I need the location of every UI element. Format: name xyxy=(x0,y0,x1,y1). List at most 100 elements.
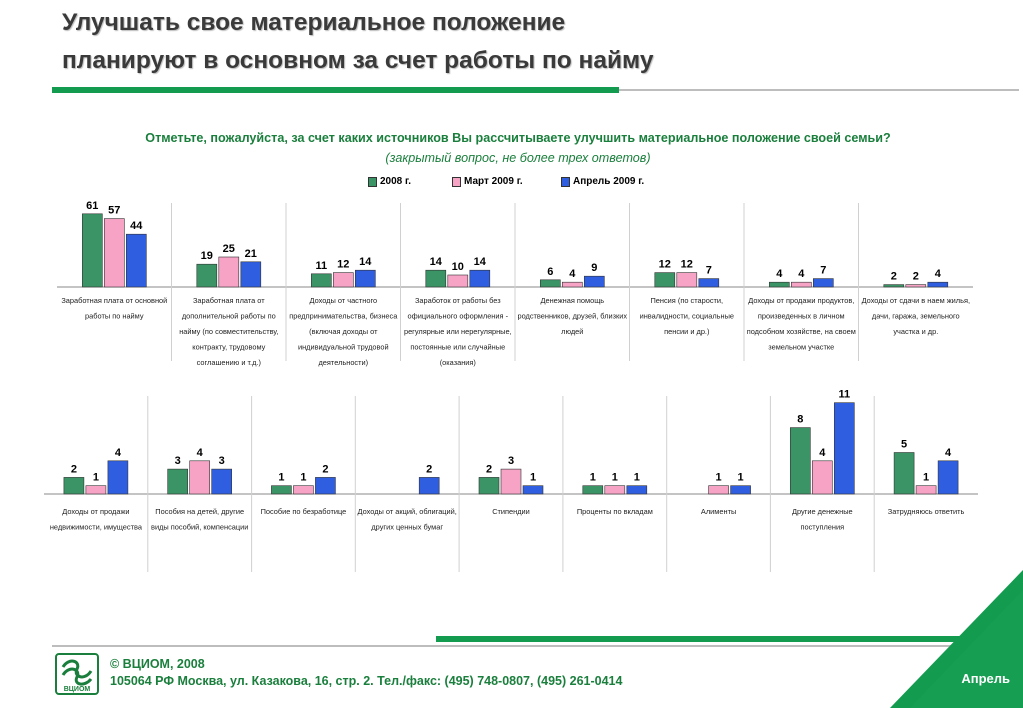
bar-value-label: 21 xyxy=(245,248,257,260)
bar-value-label: 4 xyxy=(569,268,576,280)
bar xyxy=(418,477,440,495)
bar xyxy=(469,269,491,288)
legend-item-march-2009: Март 2009 г. xyxy=(452,176,523,187)
bar xyxy=(893,452,915,495)
vciom-logo-icon: ВЦИОМ xyxy=(55,653,99,695)
page-title-line1: Улучшать свое материальное положение xyxy=(62,9,566,36)
bar-value-label: 1 xyxy=(590,472,596,484)
category-label: найму (по совместительству, xyxy=(179,327,278,336)
category-label: Пособие по безработице xyxy=(261,507,347,516)
bar-value-label: 2 xyxy=(71,463,77,475)
bar-value-label: 19 xyxy=(201,250,213,262)
footer-copyright: © ВЦИОМ, 2008 xyxy=(110,657,205,671)
bar-value-label: 11 xyxy=(838,389,850,401)
bar-value-label: 2 xyxy=(426,463,432,475)
bar-value-label: 10 xyxy=(452,261,464,273)
category-label: подсобном хозяйстве, на своем xyxy=(747,327,856,336)
bar-value-label: 1 xyxy=(612,472,618,484)
footer-month: Апрель xyxy=(961,671,1010,686)
bar xyxy=(271,485,292,495)
bar xyxy=(927,281,949,288)
bar xyxy=(604,485,626,495)
bar-value-label: 2 xyxy=(891,271,897,283)
bar xyxy=(626,485,648,495)
category-label: деятельности) xyxy=(318,358,368,367)
logo-text: ВЦИОМ xyxy=(64,686,91,693)
bar xyxy=(500,468,522,495)
category-label: индивидуальной трудовой xyxy=(298,343,389,352)
bar-value-label: 2 xyxy=(322,463,328,475)
category-label: дополнительной работы по xyxy=(182,312,276,321)
bar-value-label: 3 xyxy=(219,455,225,467)
bar xyxy=(310,273,332,288)
bar-value-label: 14 xyxy=(430,256,443,268)
bar xyxy=(447,274,469,288)
bar xyxy=(332,272,354,288)
title-rule xyxy=(52,87,619,93)
category-label: Проценты по вкладам xyxy=(577,507,653,516)
bar-value-label: 1 xyxy=(634,472,640,484)
bar-value-label: 4 xyxy=(776,268,783,280)
bar xyxy=(833,402,855,495)
bar-value-label: 8 xyxy=(797,414,803,426)
bar xyxy=(196,263,218,288)
bar xyxy=(82,213,103,288)
bar-value-label: 1 xyxy=(716,472,722,484)
bar xyxy=(811,460,833,495)
category-label: контракту, трудовому xyxy=(192,343,265,352)
category-label: Заработная плата от xyxy=(193,296,265,305)
category-label: Затрудняюсь ответить xyxy=(888,507,965,516)
bar-value-label: 1 xyxy=(300,472,306,484)
bar xyxy=(478,477,500,495)
category-label: участка и др. xyxy=(893,327,938,336)
bar xyxy=(654,272,676,288)
bar xyxy=(730,485,751,495)
bar xyxy=(189,460,210,495)
bar-value-label: 7 xyxy=(820,265,826,277)
legend-item-april-2009: Апрель 2009 г. xyxy=(561,176,644,187)
category-label: регулярные или нерегулярные, xyxy=(404,327,512,336)
bar xyxy=(905,284,927,288)
category-label: людей xyxy=(561,327,583,336)
bar xyxy=(211,468,232,495)
bar xyxy=(85,485,107,495)
category-label: постоянные или случайные xyxy=(410,343,505,352)
bar-value-label: 4 xyxy=(945,447,952,459)
bar xyxy=(126,233,147,288)
category-label: пенсии и др.) xyxy=(664,327,709,336)
bar xyxy=(104,218,125,288)
bar-value-label: 11 xyxy=(315,260,327,272)
category-label: Стипендии xyxy=(492,507,530,516)
category-label: соглашению и т.д.) xyxy=(197,358,261,367)
category-label: земельном участке xyxy=(768,343,834,352)
survey-question: Отметьте, пожалуйста, за счет каких исто… xyxy=(145,131,891,145)
bar-value-label: 4 xyxy=(819,447,826,459)
bar xyxy=(315,477,336,495)
bar-value-label: 4 xyxy=(197,447,204,459)
bar xyxy=(708,485,729,495)
bar xyxy=(583,275,605,288)
bar xyxy=(676,272,698,288)
bar-value-label: 1 xyxy=(278,472,284,484)
bar-value-label: 3 xyxy=(508,455,514,467)
bar-value-label: 57 xyxy=(108,205,120,217)
legend-label-2008: 2008 г. xyxy=(380,176,411,187)
bar xyxy=(293,485,314,495)
category-label: дачи, гаража, земельного xyxy=(872,312,960,321)
category-label: других ценных бумаг xyxy=(371,523,443,532)
bar xyxy=(167,468,188,495)
bar-value-label: 5 xyxy=(901,439,907,451)
category-label: предпринимательства, бизнеса xyxy=(289,312,398,321)
legend-swatch-april-2009 xyxy=(561,176,570,187)
footer-accent-bar xyxy=(436,636,1013,642)
bar-value-label: 1 xyxy=(923,472,929,484)
title-rule-thin xyxy=(619,89,1019,91)
legend-label-april-2009: Апрель 2009 г. xyxy=(573,176,645,187)
bar-value-label: 61 xyxy=(86,200,98,212)
category-label: Доходы от продажи xyxy=(62,507,129,516)
bar xyxy=(218,256,240,288)
bar xyxy=(768,281,790,288)
category-label: Другие денежные xyxy=(792,507,853,516)
bar xyxy=(425,269,447,288)
bar xyxy=(561,281,583,288)
